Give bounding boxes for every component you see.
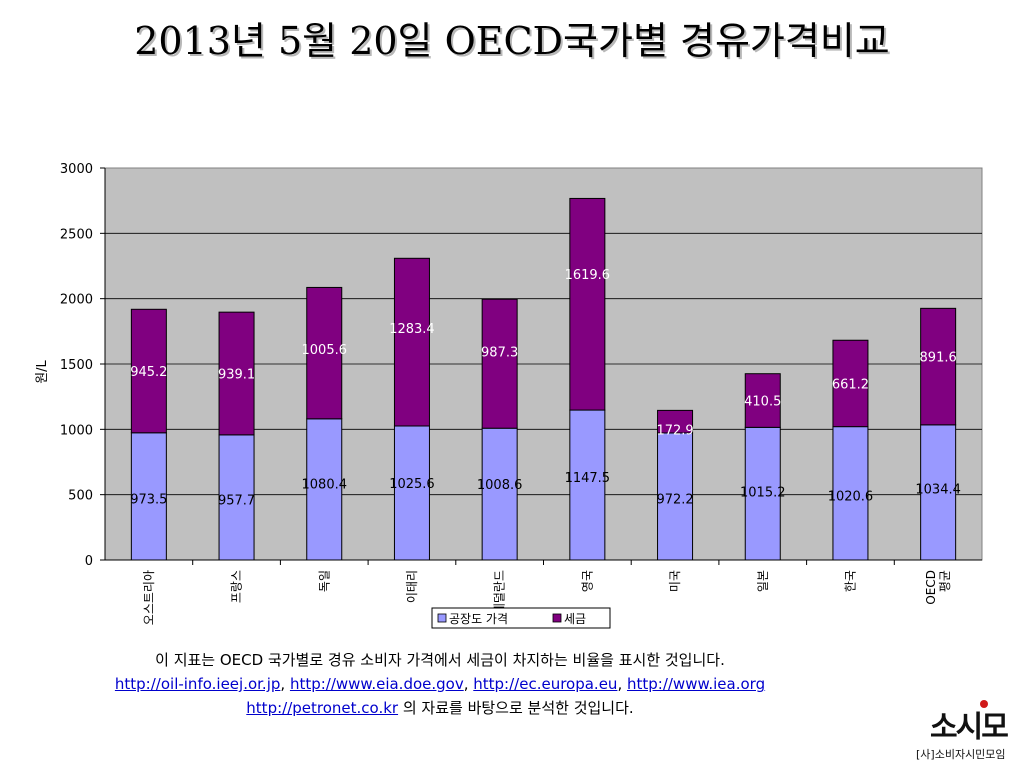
data-label-tax: 987.3 (481, 346, 518, 361)
bar-tax (832, 339, 869, 428)
source-link-petronet[interactable]: http://petronet.co.kr (246, 699, 399, 717)
bar-factory-price (920, 424, 957, 561)
data-label-factory-price: 1147.5 (565, 471, 611, 486)
data-label-factory-price: 1020.6 (828, 489, 874, 504)
x-category-label: 한국 (843, 570, 857, 592)
data-label-tax: 891.6 (920, 351, 957, 366)
bar-tax (393, 257, 430, 427)
footer-line-3: http://petronet.co.kr 의 자료를 바탕으로 분석한 것입니… (30, 696, 850, 720)
x-category-label: 일본 (756, 570, 770, 592)
bar-tax (481, 298, 518, 429)
data-label-factory-price: 973.5 (130, 492, 167, 507)
data-label-tax: 661.2 (832, 377, 869, 392)
bar-factory-price (569, 409, 606, 561)
organization-logo: 소시모 [사]소비자시민모임 (912, 700, 1022, 766)
data-label-tax: 410.5 (744, 395, 781, 410)
bar-tax (744, 373, 781, 428)
bar-factory-price (306, 418, 343, 561)
footer-line-2: http://oil-info.ieej.or.jp, http://www.e… (30, 672, 850, 696)
data-label-factory-price: 1025.6 (389, 477, 435, 492)
data-label-tax: 945.2 (130, 365, 167, 380)
source-link-iea[interactable]: http://www.iea.org (626, 675, 766, 693)
data-label-tax: 939.1 (218, 368, 255, 383)
bar-tax (569, 197, 606, 411)
y-tick-label: 3000 (60, 162, 93, 177)
data-label-factory-price: 1008.6 (477, 478, 523, 493)
y-tick-label: 500 (68, 489, 93, 504)
data-label-factory-price: 972.2 (656, 492, 693, 507)
bar-tax (306, 286, 343, 420)
bar-factory-price (481, 427, 518, 561)
stacked-bar-chart: 0 500 1000 1500 2000 2500 3000 원/L 973.5 945.2 오스트… (35, 162, 983, 629)
slide-title: 2013년 5월 20일 OECD국가별 경유가격비교 (134, 19, 890, 63)
data-label-tax: 172.9 (656, 424, 693, 439)
data-label-factory-price: 1015.2 (740, 486, 786, 501)
footer-note: 이 지표는 OECD 국가별로 경유 소비자 가격에서 세금이 차지하는 비율을… (30, 648, 850, 720)
link-separator: , (280, 675, 290, 693)
x-category-label: OECD평균 (924, 570, 952, 605)
y-tick-label: 1000 (60, 423, 93, 438)
logo-dot-icon (980, 700, 988, 708)
x-category-label: 독일 (317, 570, 331, 592)
bar-factory-price (832, 426, 869, 561)
y-tick-label: 0 (85, 554, 93, 569)
source-link-ieej[interactable]: http://oil-info.ieej.or.jp (114, 675, 281, 693)
legend-label-tax: 세금 (564, 612, 586, 626)
footer-line-1: 이 지표는 OECD 국가별로 경유 소비자 가격에서 세금이 차지하는 비율을… (155, 651, 725, 669)
source-link-europa[interactable]: http://ec.europa.eu (473, 675, 618, 693)
x-category-label: 미국 (668, 570, 682, 592)
logo-subtitle: [사]소비자시민모임 (916, 748, 1006, 761)
link-separator: , (463, 675, 474, 693)
data-label-tax: 1283.4 (389, 322, 435, 337)
bar-factory-price (130, 432, 167, 561)
y-tick-label: 2000 (60, 293, 93, 308)
y-axis-label: 원/L (35, 359, 50, 383)
source-link-eia[interactable]: http://www.eia.doe.gov (289, 675, 464, 693)
legend-swatch-tax (552, 613, 562, 623)
bar-factory-price (218, 434, 255, 561)
y-tick-label: 1500 (60, 358, 93, 373)
bar-tax (657, 409, 694, 434)
link-separator: , (617, 675, 627, 693)
data-label-factory-price: 957.7 (218, 493, 255, 508)
data-label-factory-price: 1080.4 (302, 477, 348, 492)
data-label-tax: 1005.6 (302, 343, 348, 358)
bar-factory-price (393, 425, 430, 561)
bar-factory-price (744, 426, 781, 561)
y-tick-label: 2500 (60, 227, 93, 242)
logo-wordmark: 소시모 (930, 710, 1009, 745)
x-category-label: 오스트리아 (142, 570, 156, 625)
data-label-tax: 1619.6 (565, 268, 611, 283)
bar-tax (920, 307, 957, 426)
legend-swatch-factory-price (437, 613, 447, 623)
bar-factory-price (657, 432, 694, 561)
data-label-factory-price: 1034.4 (915, 482, 961, 497)
bar-tax (130, 308, 167, 434)
bar-tax (218, 311, 255, 436)
x-category-label: 이태리 (405, 570, 419, 603)
x-category-label: 영국 (580, 570, 594, 592)
footer-line-3-suffix: 의 자료를 바탕으로 분석한 것입니다. (398, 699, 634, 717)
x-category-label: 네덜란드 (493, 570, 507, 614)
x-category-label: 프랑스 (230, 570, 244, 603)
legend-label-factory-price: 공장도 가격 (449, 612, 508, 626)
legend-box (431, 607, 611, 629)
